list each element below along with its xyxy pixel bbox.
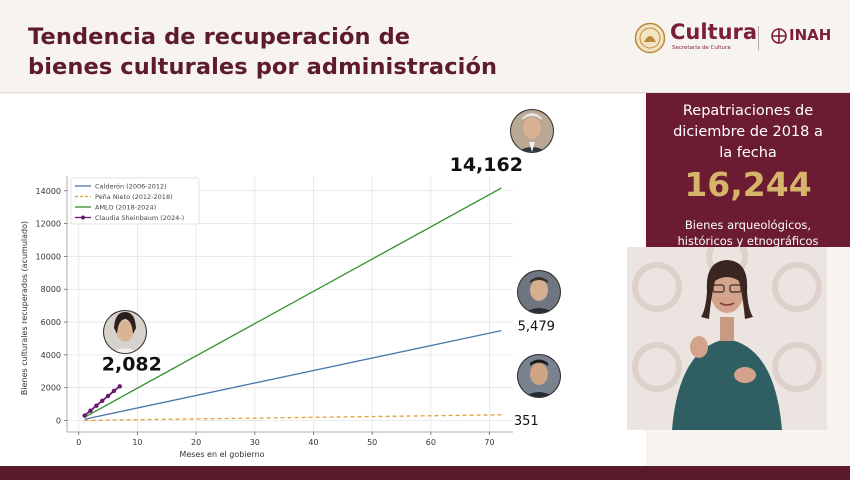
repatriations-heading: Repatriaciones de diciembre de 2018 a la… [646,101,850,164]
x-tick-label-5: 50 [367,438,377,447]
x-axis-title: Meses en el gobierno [179,450,264,459]
chart-panel: 0 10 20 30 40 50 60 70 0 2000 4000 6000 8000 10000 120… [0,94,646,466]
page-title-line-2: bienes culturales por administración [28,54,498,80]
x-tick-label-7: 70 [484,438,494,447]
series-3-point-2 [94,403,99,408]
header-divider [0,92,850,93]
repatriations-caption-line-1: Bienes arqueológicos, [684,218,812,232]
legend-label-3: Claudia Sheinbaum (2024-) [95,214,184,222]
y-tick-label-1: 2000 [41,384,61,393]
legend-label-2: AMLO (2018-2024) [95,203,156,211]
seal-icon [634,22,666,54]
logo-divider [758,26,759,50]
portrait-sheinbaum [103,310,147,354]
data-label-3: 2,082 [102,353,162,375]
repatriations-heading-line-2: diciembre de 2018 a [673,124,823,140]
portrait-pena-nieto [517,354,561,398]
y-tick-label-3: 6000 [41,318,61,327]
x-tick-label-1: 10 [132,438,142,447]
legend-label-1: Peña Nieto (2012-2018) [95,193,173,201]
y-tick-label-2: 4000 [41,351,61,360]
logo-group: Cultura Secretaría de Cultura INAH [634,20,834,54]
portrait-calderon [517,270,561,314]
repatriations-panel: Repatriaciones de diciembre de 2018 a la… [646,93,850,249]
inah-icon [771,28,787,44]
y-axis-title: Bienes culturales recuperados (acumulado… [20,221,29,395]
x-tick-label-4: 40 [308,438,318,447]
series-3-point-3 [100,398,105,404]
cultura-logo-subtitle: Secretaría de Cultura [672,45,731,51]
inah-logo: INAH [789,26,832,44]
footer-bar [0,466,850,480]
legend-box [70,177,200,225]
data-label-0: 14,162 [450,154,523,176]
interpreter-video [627,247,827,430]
data-label-1: 5,479 [518,320,555,335]
x-tick-label-6: 60 [426,438,436,447]
y-tick-label-7: 14000 [36,187,61,196]
repatriations-caption-line-2: históricos y etnográficos [677,234,819,248]
y-tick-label-6: 12000 [36,220,61,229]
repatriations-caption: Bienes arqueológicos, históricos y etnog… [646,217,850,249]
series-3-point-1 [88,408,93,413]
legend-marker-3 [81,215,85,220]
data-label-2: 351 [514,414,539,429]
repatriations-heading-line-1: Repatriaciones de [682,103,814,119]
sign-language-interpreter [627,247,827,430]
legend-label-0: Calderón (2006-2012) [95,182,167,190]
repatriations-heading-line-3: la fecha [719,145,777,161]
y-tick-label-0: 0 [56,417,61,426]
x-tick-label-0: 0 [76,438,81,447]
series-3-point-0 [82,413,87,418]
line-chart: 0 10 20 30 40 50 60 70 0 2000 4000 6000 8000 10000 120… [20,109,561,459]
repatriations-total: 16,244 [684,165,812,204]
series-line-0 [84,329,502,420]
y-tick-label-5: 10000 [36,252,61,261]
x-tick-label-3: 30 [250,438,260,447]
x-tick-label-2: 20 [191,438,201,447]
cultura-logo: Cultura [670,20,758,44]
portrait-amlo [510,109,554,153]
series-line-2 [84,187,502,418]
page-title: Tendencia de recuperación de bienes cult… [28,22,497,82]
series-3-point-5 [111,388,117,394]
page-title-line-1: Tendencia de recuperación de [28,24,411,50]
y-tick-label-4: 8000 [41,285,61,294]
series-3-point-4 [105,393,111,399]
series-3-point-6 [117,384,123,389]
